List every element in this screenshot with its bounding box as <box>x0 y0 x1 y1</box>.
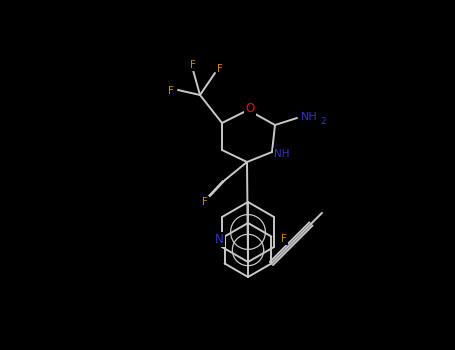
Text: F: F <box>168 86 174 96</box>
Text: F: F <box>202 197 208 207</box>
Text: O: O <box>245 103 255 116</box>
Text: F: F <box>190 60 196 70</box>
Text: F: F <box>217 64 223 74</box>
Text: F: F <box>281 234 287 244</box>
Text: NH: NH <box>301 112 318 122</box>
Text: NH: NH <box>274 149 290 159</box>
Text: 2: 2 <box>320 117 326 126</box>
Text: N: N <box>215 233 224 246</box>
